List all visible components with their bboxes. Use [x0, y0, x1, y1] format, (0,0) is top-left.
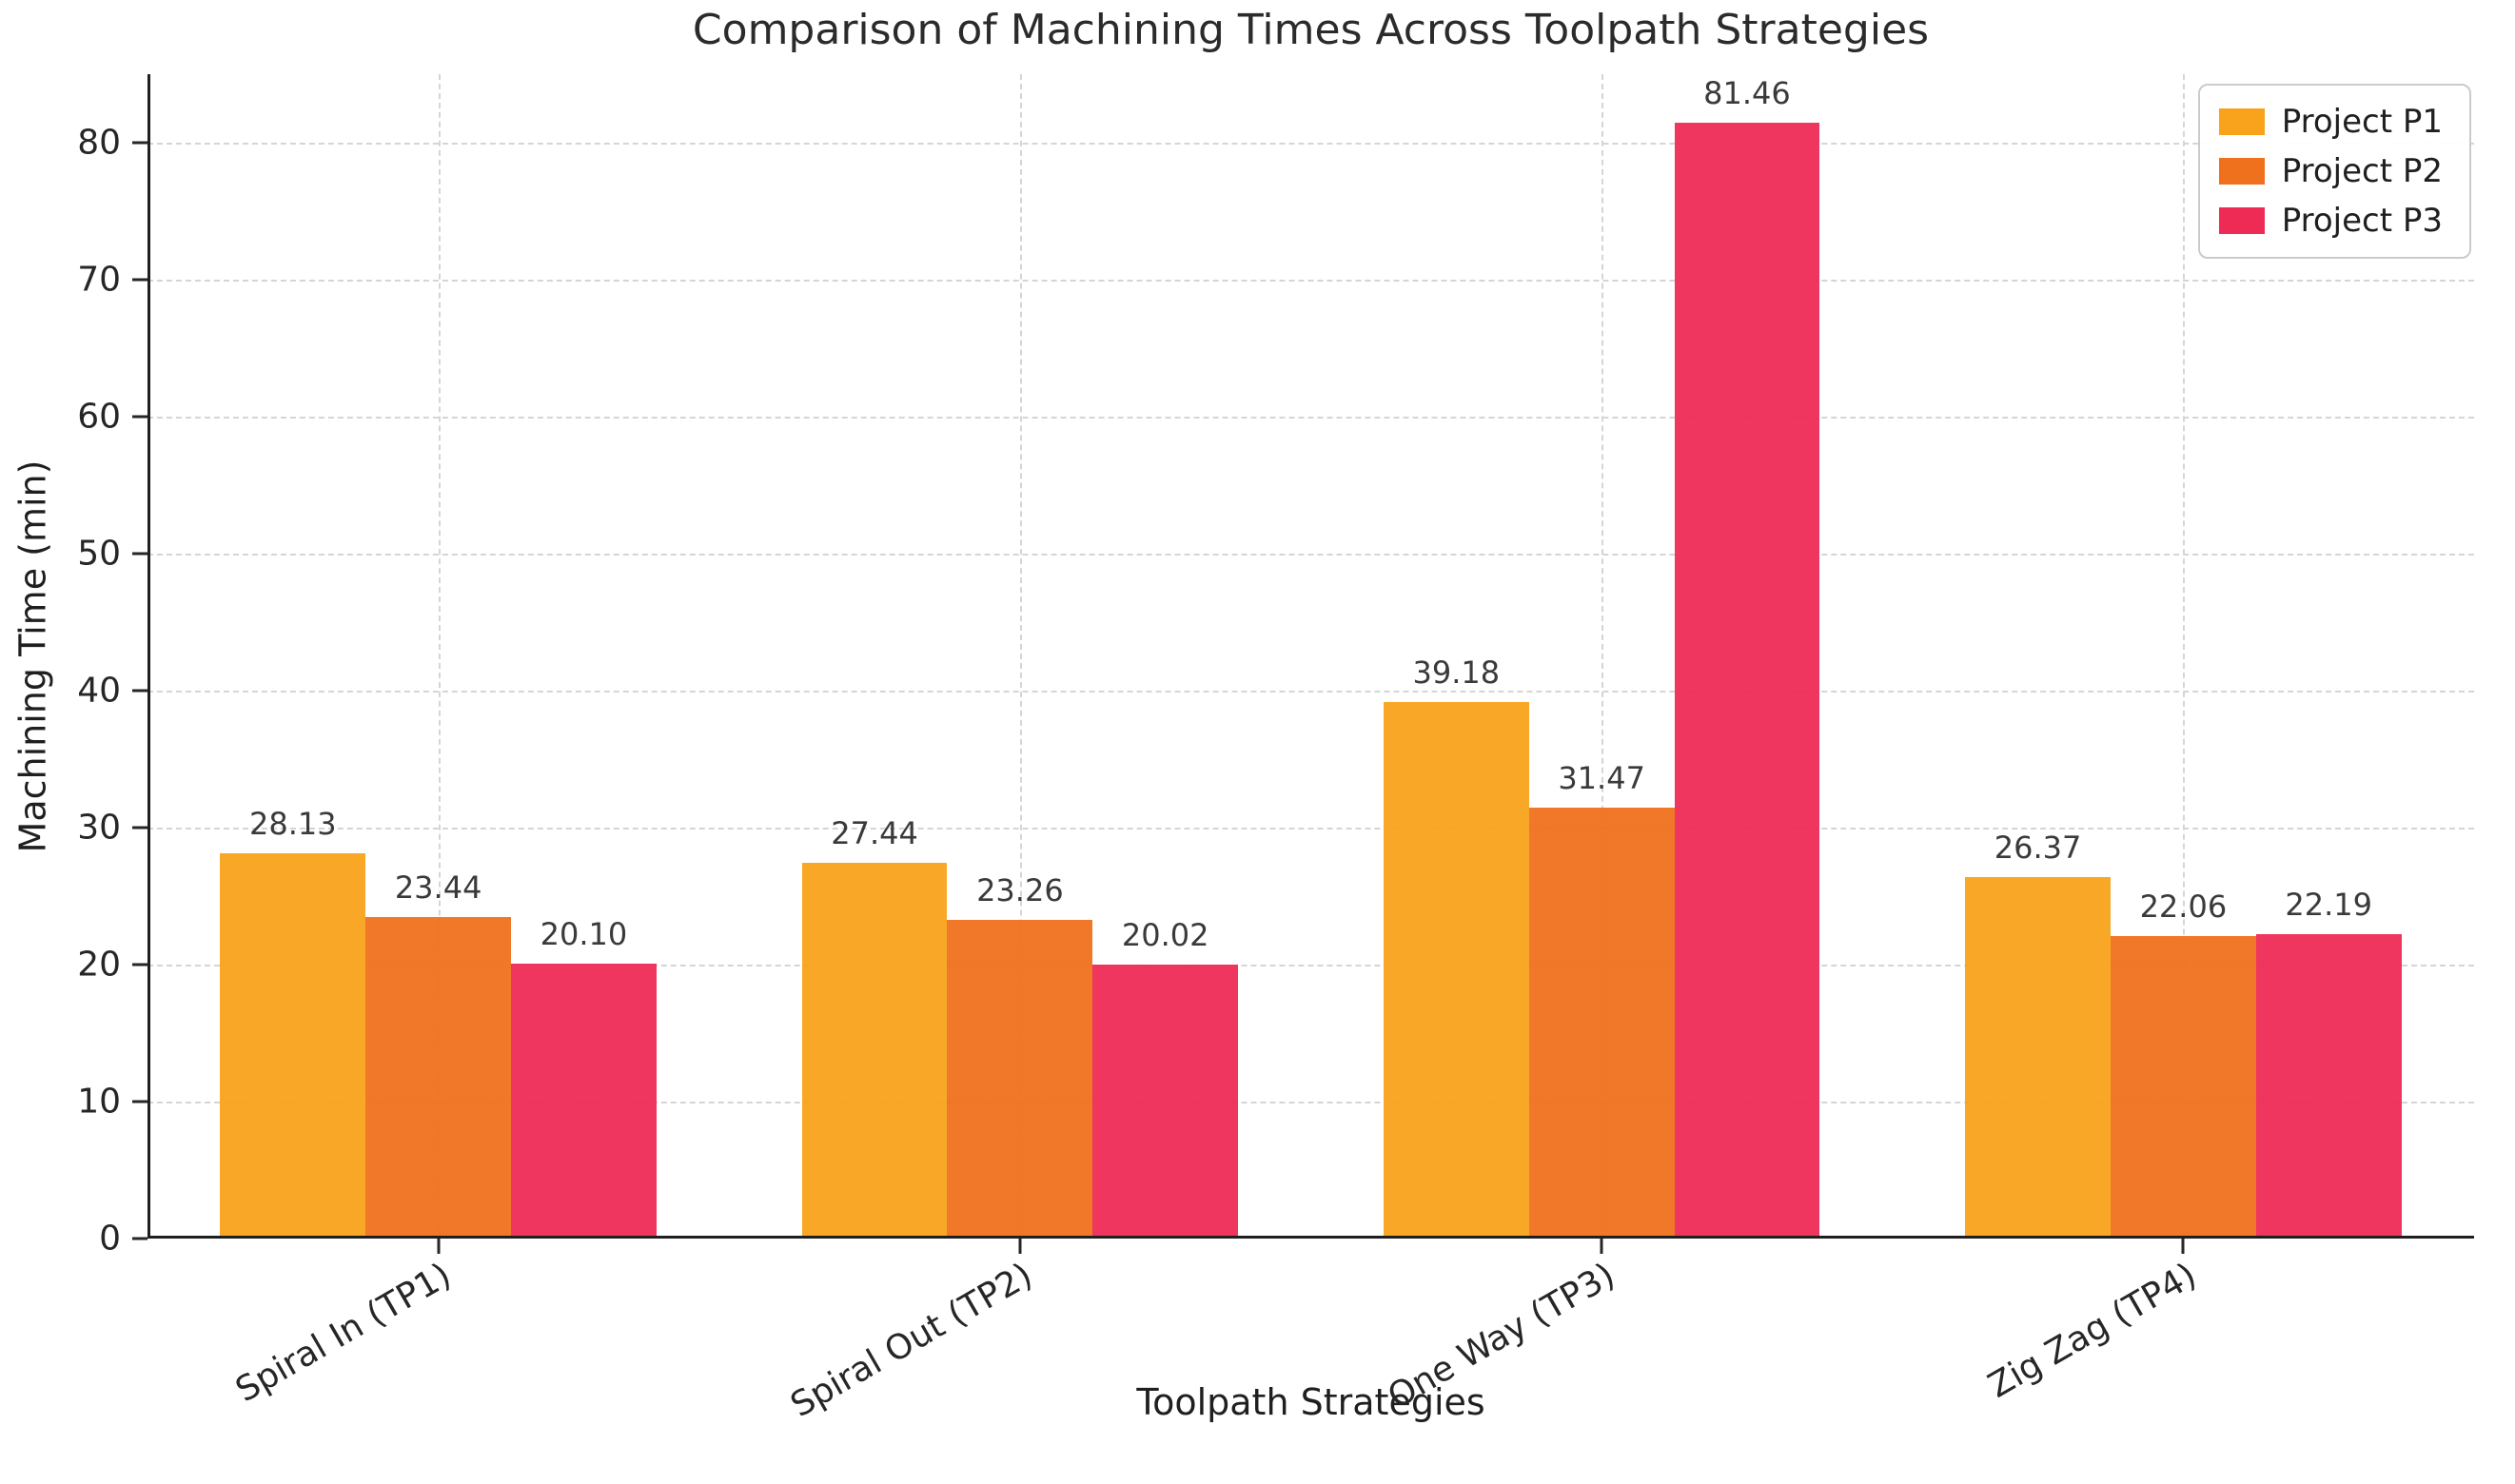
y-axis-title-container: Machining Time (min) — [6, 74, 59, 1239]
y-tick-label: 20 — [77, 945, 121, 985]
y-tick-label: 80 — [77, 123, 121, 163]
y-tick-mark — [132, 1237, 147, 1240]
legend-item: Project P1 — [2218, 103, 2443, 141]
bar-value-label: 28.13 — [249, 805, 337, 842]
y-tick-label: 70 — [77, 260, 121, 300]
x-tick-mark — [437, 1239, 441, 1254]
y-tick-label: 60 — [77, 397, 121, 437]
bar-project-p2 — [365, 917, 512, 1239]
y-tick-mark — [132, 826, 147, 830]
y-tick-label: 10 — [77, 1082, 121, 1122]
plot-area: 0 10 20 30 40 50 60 70 80 Spiral In (TP1) 28.13 23.… — [77, 74, 2474, 1425]
bar-project-p1 — [1383, 701, 1529, 1239]
bar-project-p3 — [1674, 122, 1820, 1239]
bar-project-p3 — [1092, 964, 1239, 1239]
y-tick-mark — [132, 689, 147, 693]
bar-value-label: 22.19 — [2285, 887, 2372, 924]
chart-title: Comparison of Machining Times Across Too… — [692, 6, 1930, 54]
y-tick-mark — [132, 415, 147, 419]
bar-value-label: 26.37 — [1994, 830, 2082, 867]
gridline-horizontal — [147, 143, 2474, 145]
bar-project-p2 — [1528, 807, 1675, 1239]
bar-value-label: 22.06 — [2139, 888, 2228, 926]
bar-project-p3 — [2255, 934, 2402, 1239]
y-tick-mark — [132, 963, 147, 967]
gridline-horizontal — [147, 280, 2474, 282]
gridline-horizontal — [147, 1102, 2474, 1103]
bar-project-p2 — [947, 920, 1093, 1239]
legend-swatch — [2218, 108, 2265, 135]
y-axis-spine — [147, 74, 150, 1239]
x-tick-mark — [1600, 1239, 1603, 1254]
bar-value-label: 27.44 — [831, 814, 918, 851]
y-tick-label: 30 — [77, 808, 121, 848]
y-tick-label: 0 — [99, 1219, 121, 1259]
y-tick-label: 50 — [77, 534, 121, 574]
y-axis-label: Machining Time (min) — [11, 459, 54, 853]
y-tick-mark — [132, 141, 147, 145]
gridline-horizontal — [147, 554, 2474, 556]
legend-label: Project P1 — [2281, 103, 2443, 141]
gridline-horizontal — [147, 828, 2474, 830]
gridline-horizontal — [147, 417, 2474, 419]
legend-item: Project P3 — [2218, 202, 2443, 240]
legend-swatch — [2218, 158, 2265, 185]
bar-value-label: 31.47 — [1558, 759, 1645, 796]
gridline-vertical — [2183, 74, 2186, 1239]
gridline-horizontal — [147, 691, 2474, 693]
bar-value-label: 23.26 — [976, 872, 1064, 909]
legend-swatch — [2218, 207, 2265, 234]
bar-project-p1 — [801, 862, 948, 1239]
bar-value-label: 23.44 — [394, 869, 482, 907]
bar-value-label: 39.18 — [1412, 654, 1501, 691]
bar-value-label: 20.10 — [540, 915, 628, 952]
bar-value-label: 20.02 — [1121, 916, 1209, 953]
x-axis-spine — [147, 1236, 2474, 1239]
y-tick-mark — [132, 552, 147, 556]
legend-label: Project P2 — [2281, 152, 2443, 190]
legend: Project P1 Project P2 Project P3 — [2197, 84, 2471, 259]
bar-value-label: 81.46 — [1703, 74, 1791, 111]
gridline-vertical — [1019, 74, 1022, 1239]
gridline-vertical — [1601, 74, 1604, 1239]
y-tick-label: 40 — [77, 671, 121, 711]
bar-project-p1 — [1965, 877, 2111, 1239]
bar-project-p1 — [220, 852, 366, 1239]
y-tick-mark — [132, 1100, 147, 1103]
legend-item: Project P2 — [2218, 152, 2443, 190]
x-axis-label: Toolpath Strategies — [1136, 1381, 1485, 1423]
x-tick-mark — [1018, 1239, 1022, 1254]
bar-project-p3 — [511, 963, 657, 1239]
legend-label: Project P3 — [2281, 202, 2443, 240]
x-tick-mark — [2181, 1239, 2185, 1254]
gridline-horizontal — [147, 965, 2474, 967]
bar-project-p2 — [2110, 936, 2256, 1239]
gridline-vertical — [438, 74, 441, 1239]
y-tick-mark — [132, 278, 147, 282]
